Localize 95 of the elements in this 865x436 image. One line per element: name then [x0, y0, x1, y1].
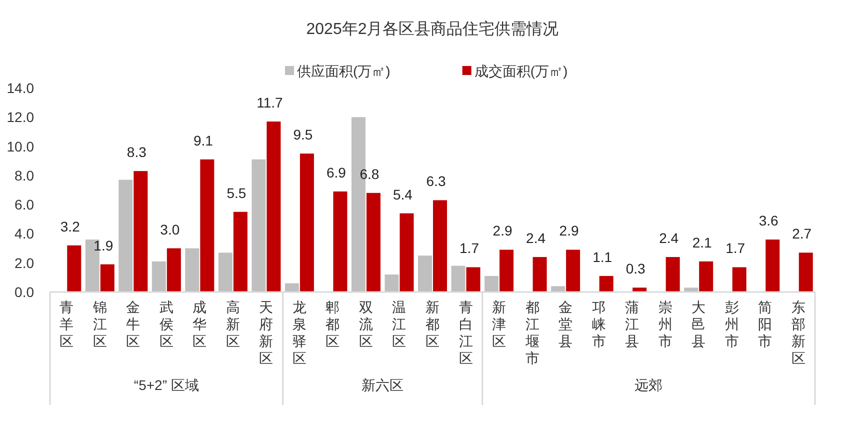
bar: [400, 213, 414, 292]
bar: [166, 248, 181, 292]
bar: [732, 267, 746, 292]
y-tick-label: 6.0: [14, 196, 34, 213]
bar: [766, 240, 780, 292]
data-label: 9.5: [293, 126, 313, 143]
x-tick-label: 温江区: [392, 299, 406, 349]
x-tick-label: 成华区: [192, 299, 207, 349]
x-tick-label: 高新区: [226, 299, 240, 349]
legend-label: 成交面积(万㎡): [474, 63, 568, 79]
bar: [152, 261, 166, 292]
bar: [218, 252, 232, 292]
x-tick-label: 青羊区: [60, 299, 74, 349]
data-label: 1.7: [726, 240, 746, 256]
x-tick-label: 青白江区: [458, 299, 473, 366]
y-tick-label: 14.0: [6, 80, 34, 96]
x-tick-label: 龙泉驿区: [292, 299, 306, 366]
data-label: 1.1: [592, 248, 612, 265]
data-label: 1.7: [460, 240, 480, 256]
data-label: 2.9: [559, 222, 579, 239]
data-label: 6.8: [360, 166, 380, 182]
bar: [100, 264, 114, 292]
data-label: 8.3: [126, 144, 147, 160]
x-tick-label: 锦江区: [92, 299, 107, 349]
data-label: 6.3: [426, 173, 446, 190]
bar: [185, 248, 200, 292]
bar: [118, 180, 133, 292]
data-label: 2.4: [659, 230, 679, 246]
x-tick-label: 简阳市: [758, 299, 772, 349]
y-tick-label: 10.0: [6, 138, 34, 154]
bar: [433, 200, 447, 292]
bar: [134, 171, 148, 292]
bar: [484, 276, 499, 292]
bar: [699, 261, 714, 292]
data-label: 3.6: [758, 212, 779, 229]
x-tick-label: 都江堰市: [524, 299, 540, 366]
bar: [798, 252, 813, 292]
x-tick-label: 彭州市: [724, 299, 739, 349]
bar: [366, 192, 380, 292]
bar: [500, 250, 514, 292]
y-tick-label: 8.0: [14, 167, 34, 184]
x-tick-label: 东部新区: [791, 299, 806, 366]
bar: [252, 159, 266, 292]
text: 新六区: [362, 377, 404, 393]
data-label: 0.3: [626, 260, 646, 277]
data-label: 9.1: [193, 132, 214, 148]
bar: [666, 257, 680, 292]
y-tick-label: 2.0: [14, 254, 34, 271]
bar: [200, 159, 214, 292]
data-label: 3.2: [60, 218, 80, 234]
x-tick-label: 郫都区: [326, 299, 340, 349]
data-label: 5.4: [393, 186, 413, 202]
chart-title: 2025年2月各区县商品住宅供需情况: [306, 20, 559, 38]
bar: [67, 245, 82, 292]
bar: [599, 276, 614, 292]
bar: [266, 122, 281, 292]
data-label: 2.4: [526, 230, 546, 246]
data-label: 6.9: [326, 164, 346, 180]
bar: [532, 257, 547, 292]
x-tick-label: 新津区: [492, 299, 506, 349]
bar: [384, 274, 399, 292]
y-tick-label: 0.0: [14, 284, 34, 300]
bar: [284, 283, 299, 292]
data-label: 3.0: [160, 221, 180, 238]
bar: [300, 154, 314, 292]
text: 远郊: [634, 377, 663, 393]
x-tick-label: 金牛区: [126, 299, 140, 349]
bar: [566, 250, 580, 292]
y-tick-label: 4.0: [14, 226, 34, 242]
x-tick-label: 崇州市: [658, 299, 672, 349]
x-tick-label: 邛崃市: [592, 299, 606, 349]
bar: [418, 256, 432, 292]
x-tick-label: 武侯区: [159, 299, 174, 349]
x-tick-label: 蒲江县: [625, 299, 640, 349]
data-label: 2.9: [492, 222, 512, 239]
bar: [233, 212, 248, 292]
bar: [333, 191, 348, 292]
text: “5+2” 区域: [134, 377, 199, 393]
bar: [551, 286, 566, 292]
data-label: 5.5: [226, 184, 246, 201]
x-tick-label: 大邑县: [692, 299, 706, 349]
bar: [466, 267, 480, 292]
bar: [632, 288, 647, 292]
x-tick-label: 双流区: [358, 299, 373, 349]
x-tick-label: 金堂县: [558, 299, 573, 349]
data-label: 11.7: [256, 94, 284, 111]
data-label: 2.7: [792, 226, 812, 242]
bar: [684, 288, 698, 292]
x-tick-label: 新都区: [426, 299, 440, 349]
data-label: 2.1: [692, 234, 712, 250]
data-label: 1.9: [94, 237, 114, 254]
bar: [451, 266, 466, 292]
y-tick-label: 12.0: [6, 109, 34, 126]
legend-label: 供应面积(万㎡): [297, 63, 390, 79]
x-tick-label: 天府新区: [259, 299, 274, 366]
